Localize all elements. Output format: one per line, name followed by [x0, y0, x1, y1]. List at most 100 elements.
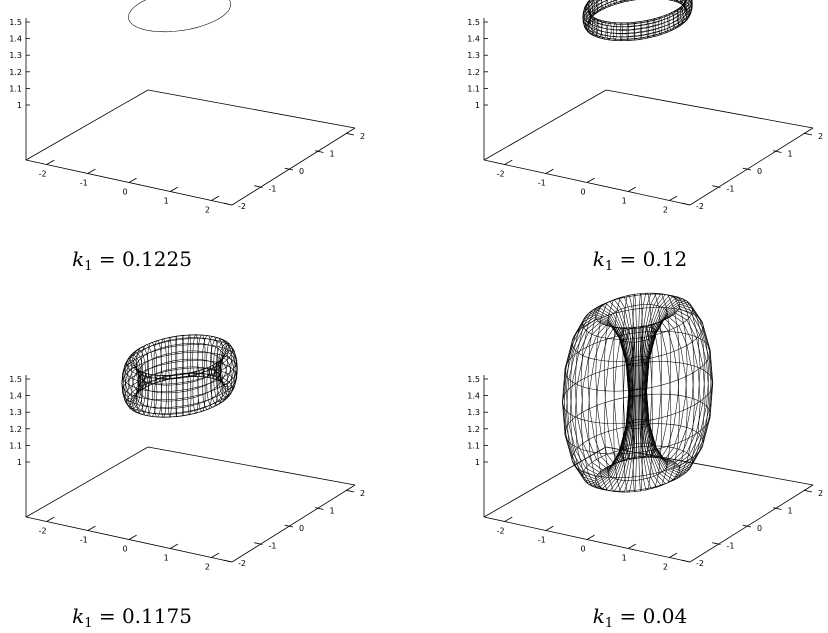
- x-tick: [628, 543, 637, 549]
- torus-surface: [562, 292, 714, 493]
- y-tick-label: -2: [238, 202, 246, 211]
- torus-meridian: [181, 334, 184, 379]
- torus-meridian: [613, 22, 617, 41]
- torus-meridian: [187, 334, 192, 378]
- x-tick-label: -2: [39, 527, 47, 536]
- torus-parallel: [133, 337, 227, 376]
- x-tick-label: 2: [663, 563, 668, 572]
- torus-meridian: [168, 336, 172, 380]
- x-tick: [87, 168, 96, 174]
- k-value: 0.04: [643, 604, 688, 628]
- z-tick-label: 1.4: [467, 35, 480, 44]
- k-subscript: 1: [605, 616, 613, 631]
- y-tick: [315, 150, 324, 153]
- x-tick: [170, 186, 179, 192]
- x-tick-label: 1: [164, 554, 169, 563]
- torus-parallel: [625, 356, 650, 367]
- y-tick-label: -1: [727, 185, 735, 194]
- torus-meridian: [646, 301, 712, 467]
- y-tick-label: 2: [360, 132, 365, 141]
- z-tick-label: 1.2: [467, 425, 480, 434]
- k-subscript: 1: [605, 259, 613, 274]
- torus-parallel: [588, 0, 687, 25]
- torus-parallel: [124, 367, 236, 414]
- torus-parallel: [582, 0, 693, 34]
- torus-parallel: [584, 0, 690, 25]
- torus-meridian: [601, 20, 607, 40]
- x-tick-label: -2: [39, 170, 47, 179]
- torus-parallel: [582, 0, 693, 37]
- equals-sign: =: [613, 247, 642, 271]
- torus-parallel: [595, 292, 681, 329]
- x-tick: [128, 177, 137, 183]
- torus-parallel: [625, 419, 650, 430]
- y-tick-label: 2: [360, 489, 365, 498]
- x-tick: [669, 552, 678, 558]
- x-tick: [586, 534, 595, 540]
- torus-parallel: [582, 293, 693, 340]
- z-tick-label: 1.1: [9, 441, 22, 450]
- x-tick-label: -1: [538, 179, 546, 188]
- z-tick-label: 1.1: [467, 441, 480, 450]
- x-tick-label: 2: [663, 206, 668, 215]
- torus-meridian: [153, 340, 162, 383]
- z-tick-label: 1.5: [467, 375, 480, 384]
- x-tick-label: -2: [497, 527, 505, 536]
- torus-meridian: [160, 338, 167, 382]
- torus-meridian: [652, 18, 656, 37]
- torus-surface: [582, 0, 693, 42]
- z-tick-label: 1: [475, 101, 480, 110]
- x-tick-label: 1: [622, 197, 627, 206]
- z-tick-label: 1.2: [9, 68, 22, 77]
- torus-meridian: [619, 22, 623, 42]
- torus-parallel: [135, 372, 224, 409]
- torus-parallel: [571, 423, 704, 478]
- y-tick: [681, 202, 691, 206]
- y-tick-label: -1: [727, 542, 735, 551]
- x-tick: [211, 195, 220, 201]
- torus-parallel: [571, 307, 704, 362]
- torus-parallel: [589, 0, 686, 28]
- left-edge-line: [483, 89, 607, 161]
- z-tick-label: 1.5: [467, 18, 480, 27]
- x-tick: [504, 159, 513, 165]
- panel-caption: k1 = 0.04: [593, 604, 687, 631]
- x-tick: [128, 534, 137, 540]
- z-tick-label: 1.2: [9, 425, 22, 434]
- y-tick: [284, 524, 294, 528]
- torus-parallel: [122, 344, 238, 392]
- left-edge-line: [483, 446, 607, 518]
- y-tick: [284, 167, 294, 171]
- x-tick: [46, 159, 55, 165]
- y-tick-label: 0: [299, 167, 304, 176]
- k-symbol: k: [593, 604, 605, 628]
- torus-meridian: [620, 0, 623, 4]
- z-tick-label: 1: [475, 458, 480, 467]
- equals-sign: =: [92, 247, 121, 271]
- torus-meridian: [626, 22, 629, 41]
- z-tick-label: 1.3: [467, 51, 480, 60]
- x-tick: [46, 516, 55, 522]
- torus-parallel: [562, 361, 714, 424]
- torus-parallel: [126, 373, 233, 418]
- z-tick-label: 1.1: [9, 84, 22, 93]
- torus-meridian: [606, 21, 612, 41]
- back-edge-line: [147, 89, 356, 129]
- z-tick-label: 1.2: [467, 68, 480, 77]
- x-tick-label: 1: [622, 554, 627, 563]
- x-tick: [545, 168, 554, 174]
- x-tick-label: 0: [122, 545, 127, 554]
- torus-parallel: [584, 0, 691, 41]
- x-tick: [586, 177, 595, 183]
- left-edge-line: [25, 89, 149, 161]
- x-tick: [504, 516, 513, 522]
- torus-meridian: [175, 374, 178, 418]
- torus-parallel: [582, 445, 693, 492]
- torus-meridian: [640, 20, 642, 41]
- torus-parallel: [582, 0, 693, 30]
- y-tick: [742, 524, 752, 528]
- x-tick: [545, 525, 554, 531]
